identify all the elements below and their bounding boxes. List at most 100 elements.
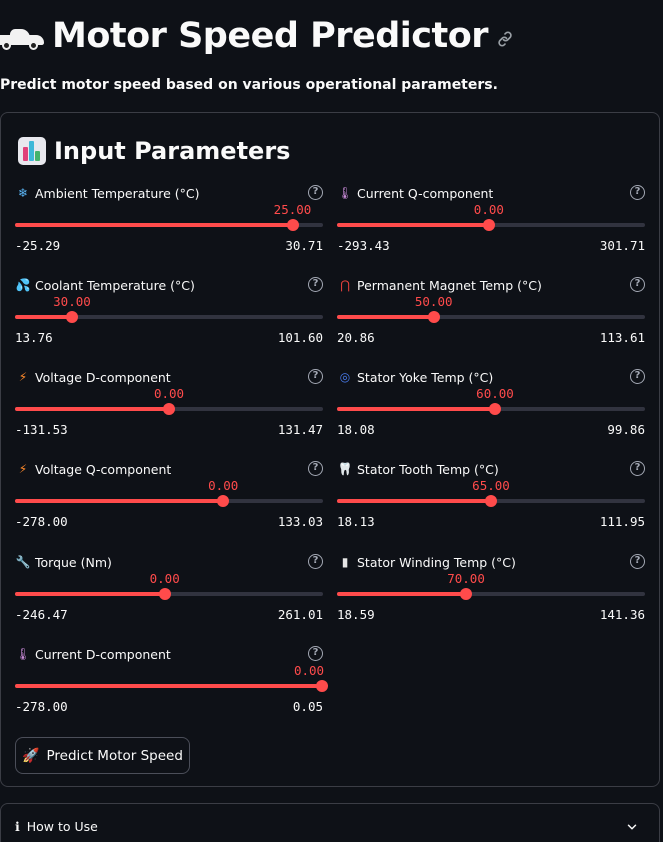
magnet-icon: ⋂ <box>340 278 350 292</box>
slider-max: 131.47 <box>277 422 323 437</box>
slider-max: 301.71 <box>599 238 645 253</box>
slider-label: Ambient Temperature (°C) <box>35 185 200 201</box>
slider-thumb[interactable] <box>427 311 440 323</box>
slider-label-row: 💦 Coolant Temperature (°C) ? <box>15 276 323 294</box>
slider-value: 30.00 <box>53 294 91 309</box>
slider-value: 0.00 <box>149 571 180 586</box>
how-to-use-expander[interactable]: ℹ How to Use <box>0 803 660 842</box>
expander-label: How to Use <box>26 819 98 834</box>
slider-label-row: ⋂ Permanent Magnet Temp (°C) ? <box>337 276 645 294</box>
slider-thumb[interactable] <box>163 403 175 415</box>
slider-fill <box>15 592 165 596</box>
slider-thumb[interactable] <box>485 495 497 507</box>
slider-track[interactable] <box>15 223 323 227</box>
help-icon[interactable]: ? <box>308 369 323 384</box>
slider-value: 65.00 <box>472 478 510 493</box>
lightning-icon: ⚡ <box>18 370 28 384</box>
wrench-icon: 🔧 <box>15 555 31 569</box>
slider-max: 101.60 <box>277 330 323 345</box>
slider-min: -25.29 <box>15 238 61 253</box>
slider-label-row: ▮ Stator Winding Temp (°C) ? <box>337 553 645 571</box>
slider-value: 0.00 <box>153 386 185 401</box>
slider-thumb[interactable] <box>316 680 328 692</box>
help-icon[interactable]: ? <box>630 277 645 292</box>
slider-pm[interactable]: ⋂ Permanent Magnet Temp (°C) ? 50.00 20.… <box>337 276 645 356</box>
race-car-icon <box>0 21 46 51</box>
slider-thumb[interactable] <box>65 311 78 323</box>
chevron-down-icon[interactable] <box>625 820 639 834</box>
slider-thumb[interactable] <box>489 403 501 415</box>
slider-label: Stator Tooth Temp (°C) <box>357 461 499 477</box>
battery-icon: ▮ <box>341 555 349 569</box>
slider-min: 18.08 <box>337 422 375 437</box>
slider-min: -278.00 <box>15 514 68 529</box>
slider-track[interactable] <box>15 315 323 319</box>
help-icon[interactable]: ? <box>630 369 645 384</box>
slider-label-row: 🔧 Torque (Nm) ? <box>15 553 323 571</box>
slider-min: -293.43 <box>337 238 390 253</box>
section-title: Input Parameters <box>54 137 291 165</box>
slider-max: 0.05 <box>292 699 323 714</box>
lightning-icon: ⚡ <box>18 462 28 476</box>
predict-button[interactable]: 🚀 Predict Motor Speed <box>15 737 190 774</box>
slider-value: 0.00 <box>208 478 239 493</box>
help-icon[interactable]: ? <box>308 185 323 200</box>
help-icon[interactable]: ? <box>630 185 645 200</box>
slider-stator_tooth[interactable]: 🦷 Stator Tooth Temp (°C) ? 65.00 18.13 1… <box>337 460 645 540</box>
slider-max: 113.61 <box>599 330 645 345</box>
rocket-icon: 🚀 <box>22 747 40 764</box>
slider-ambient[interactable]: ❄ Ambient Temperature (°C) ? 25.00 -25.2… <box>15 184 323 264</box>
slider-label-row: 🌡 Current Q-component ? <box>337 184 645 202</box>
slider-coolant[interactable]: 💦 Coolant Temperature (°C) ? 30.00 13.76… <box>15 276 323 356</box>
slider-min: -246.47 <box>15 607 68 622</box>
slider-i_d[interactable]: 🌡 Current D-component ? 0.00 -278.00 0.0… <box>15 645 328 725</box>
droplets-icon: 💦 <box>15 278 31 292</box>
slider-value: 50.00 <box>414 294 453 309</box>
slider-thumb[interactable] <box>286 219 299 231</box>
slider-min: 18.59 <box>337 607 375 622</box>
slider-stator_yoke[interactable]: ◎ Stator Yoke Temp (°C) ? 60.00 18.08 99… <box>337 368 645 448</box>
slider-label: Current D-component <box>35 646 171 662</box>
slider-u_d[interactable]: ⚡ Voltage D-component ? 0.00 -131.53 131… <box>15 368 323 448</box>
help-icon[interactable]: ? <box>630 461 645 476</box>
slider-track[interactable] <box>15 499 323 503</box>
thermometer-icon: 🌡 <box>15 647 31 661</box>
slider-label-row: 🌡 Current D-component ? <box>15 645 323 663</box>
slider-u_q[interactable]: ⚡ Voltage Q-component ? 0.00 -278.00 133… <box>15 460 323 540</box>
slider-min: -131.53 <box>15 422 68 437</box>
slider-track[interactable] <box>337 315 645 319</box>
tooth-icon: 🦷 <box>337 462 353 476</box>
slider-label: Stator Yoke Temp (°C) <box>357 369 494 385</box>
info-icon: ℹ <box>15 819 20 834</box>
slider-thumb[interactable] <box>482 219 495 231</box>
page-header: Motor Speed Predictor <box>0 10 514 62</box>
slider-max: 30.71 <box>285 238 323 253</box>
slider-fill <box>337 592 467 596</box>
slider-value: 70.00 <box>447 571 485 586</box>
slider-i_q[interactable]: 🌡 Current Q-component ? 0.00 -293.43 301… <box>337 184 645 264</box>
bar-chart-icon <box>18 137 46 165</box>
help-icon[interactable]: ? <box>630 554 645 569</box>
slider-label-row: ◎ Stator Yoke Temp (°C) ? <box>337 368 645 386</box>
help-icon[interactable]: ? <box>308 554 323 569</box>
slider-max: 261.01 <box>277 607 323 622</box>
predict-button-label: Predict Motor Speed <box>46 747 183 764</box>
slider-track[interactable] <box>15 684 323 688</box>
slider-track[interactable] <box>337 592 645 596</box>
slider-min: 20.86 <box>337 330 375 345</box>
slider-label: Voltage Q-component <box>35 461 172 477</box>
slider-label: Stator Winding Temp (°C) <box>357 554 516 570</box>
slider-thumb[interactable] <box>158 588 171 600</box>
help-icon[interactable]: ? <box>308 461 323 476</box>
help-icon[interactable]: ? <box>308 277 323 292</box>
slider-stator_winding[interactable]: ▮ Stator Winding Temp (°C) ? 70.00 18.59… <box>337 553 645 633</box>
slider-thumb[interactable] <box>217 495 230 507</box>
slider-label: Torque (Nm) <box>35 554 112 570</box>
link-icon[interactable] <box>496 30 514 48</box>
help-icon[interactable]: ? <box>308 646 323 661</box>
slider-thumb[interactable] <box>460 588 473 600</box>
cyclone-icon: ◎ <box>339 370 351 384</box>
slider-fill <box>337 315 434 319</box>
slider-value: 0.00 <box>473 202 504 217</box>
slider-torque[interactable]: 🔧 Torque (Nm) ? 0.00 -246.47 261.01 <box>15 553 323 633</box>
